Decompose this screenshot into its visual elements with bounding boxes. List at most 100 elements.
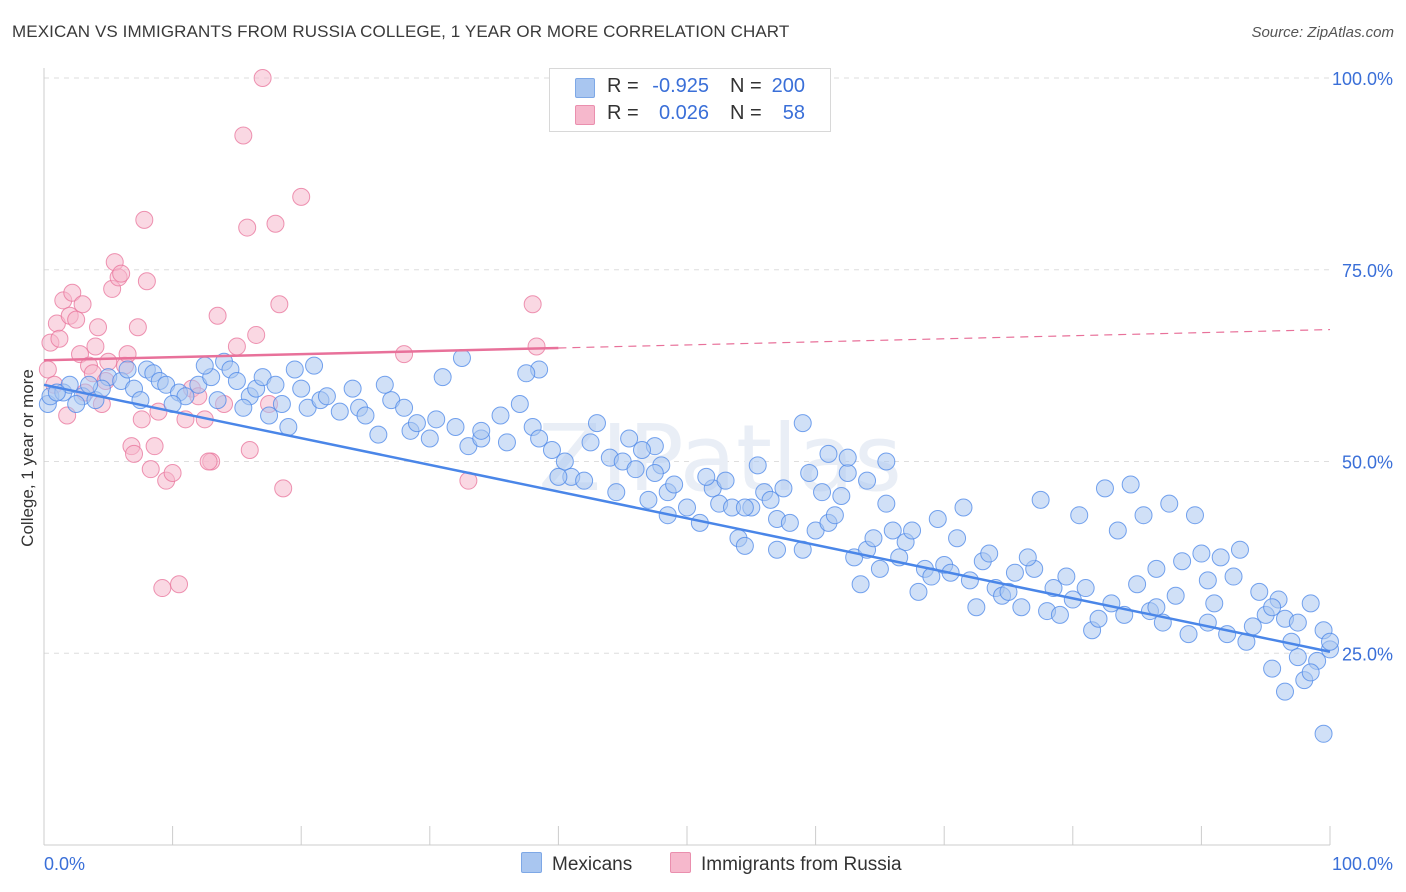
point-russia bbox=[128, 318, 147, 337]
point-mexicans bbox=[780, 513, 799, 532]
point-mexicans bbox=[768, 540, 787, 559]
point-russia bbox=[170, 575, 189, 594]
point-mexicans bbox=[1250, 582, 1269, 601]
point-mexicans bbox=[118, 360, 137, 379]
trend-line-mexicans bbox=[43, 383, 1331, 653]
point-mexicans bbox=[960, 571, 979, 590]
point-mexicans bbox=[735, 536, 754, 555]
point-mexicans bbox=[285, 360, 304, 379]
stats-n-label: N = bbox=[730, 75, 762, 97]
point-mexicans bbox=[491, 406, 510, 425]
point-russia bbox=[153, 579, 172, 598]
stats-n-value: 200 bbox=[771, 75, 805, 97]
point-mexicans bbox=[575, 471, 594, 490]
point-mexicans bbox=[80, 375, 99, 394]
point-mexicans bbox=[1005, 563, 1024, 582]
point-mexicans bbox=[1275, 682, 1294, 701]
point-russia bbox=[118, 345, 137, 364]
point-mexicans bbox=[369, 425, 388, 444]
x-tick-label: 100.0% bbox=[1332, 854, 1393, 874]
point-russia bbox=[208, 306, 227, 325]
point-mexicans bbox=[928, 510, 947, 529]
trend-line-russia bbox=[43, 346, 559, 362]
point-russia bbox=[125, 444, 144, 463]
point-mexicans bbox=[472, 421, 491, 440]
point-mexicans bbox=[208, 391, 227, 410]
point-mexicans bbox=[1070, 506, 1089, 525]
point-mexicans bbox=[1121, 475, 1140, 494]
point-mexicans bbox=[864, 529, 883, 548]
point-russia bbox=[38, 360, 57, 379]
legend-item-russia[interactable]: Immigrants from Russia bbox=[670, 852, 902, 876]
point-mexicans bbox=[639, 490, 658, 509]
point-mexicans bbox=[1224, 567, 1243, 586]
point-russia bbox=[63, 283, 82, 302]
point-mexicans bbox=[1057, 567, 1076, 586]
point-russia bbox=[199, 452, 218, 471]
point-mexicans bbox=[877, 494, 896, 513]
point-mexicans bbox=[1263, 598, 1282, 617]
point-mexicans bbox=[645, 464, 664, 483]
y-tick-label: 25.0% bbox=[1342, 644, 1393, 664]
point-mexicans bbox=[1205, 594, 1224, 613]
point-mexicans bbox=[446, 417, 465, 436]
point-mexicans bbox=[1012, 598, 1031, 617]
point-russia bbox=[112, 264, 131, 283]
point-mexicans bbox=[530, 429, 549, 448]
point-mexicans bbox=[838, 448, 857, 467]
point-mexicans bbox=[542, 440, 561, 459]
point-mexicans bbox=[1211, 548, 1230, 567]
point-russia bbox=[50, 329, 69, 348]
point-mexicans bbox=[1108, 521, 1127, 540]
point-mexicans bbox=[195, 356, 214, 375]
point-mexicans bbox=[452, 348, 471, 367]
point-russia bbox=[67, 310, 86, 329]
point-mexicans bbox=[948, 529, 967, 548]
point-mexicans bbox=[716, 471, 735, 490]
y-tick-label: 50.0% bbox=[1342, 453, 1393, 473]
point-russia bbox=[137, 272, 156, 291]
stats-row-mexicans: R = -0.925 N = 200 bbox=[550, 73, 830, 99]
point-mexicans bbox=[825, 506, 844, 525]
point-mexicans bbox=[395, 398, 414, 417]
point-russia bbox=[247, 325, 266, 344]
point-mexicans bbox=[1301, 594, 1320, 613]
point-mexicans bbox=[1301, 663, 1320, 682]
point-mexicans bbox=[234, 398, 253, 417]
point-mexicans bbox=[877, 452, 896, 471]
point-russia bbox=[274, 479, 293, 498]
point-russia bbox=[145, 437, 164, 456]
point-russia bbox=[266, 214, 285, 233]
point-mexicans bbox=[343, 379, 362, 398]
point-russia bbox=[163, 464, 182, 483]
point-russia bbox=[227, 337, 246, 356]
point-mexicans bbox=[761, 490, 780, 509]
point-mexicans bbox=[838, 464, 857, 483]
point-mexicans bbox=[375, 375, 394, 394]
point-mexicans bbox=[266, 375, 285, 394]
point-mexicans bbox=[1288, 648, 1307, 667]
point-mexicans bbox=[581, 433, 600, 452]
y-tick-label: 75.0% bbox=[1342, 261, 1393, 281]
point-mexicans bbox=[305, 356, 324, 375]
point-mexicans bbox=[1230, 540, 1249, 559]
point-mexicans bbox=[819, 444, 838, 463]
point-mexicans bbox=[1263, 659, 1282, 678]
point-mexicans bbox=[587, 414, 606, 433]
point-mexicans bbox=[697, 467, 716, 486]
point-russia bbox=[86, 337, 105, 356]
point-russia bbox=[253, 69, 272, 87]
legend-item-mexicans[interactable]: Mexicans bbox=[521, 852, 632, 876]
point-mexicans bbox=[870, 559, 889, 578]
point-mexicans bbox=[433, 368, 452, 387]
point-mexicans bbox=[260, 406, 279, 425]
point-mexicans bbox=[774, 479, 793, 498]
point-mexicans bbox=[1192, 544, 1211, 563]
source-label: Source: ZipAtlas.com bbox=[1251, 24, 1394, 41]
point-mexicans bbox=[407, 414, 426, 433]
point-mexicans bbox=[748, 456, 767, 475]
point-russia bbox=[240, 440, 259, 459]
point-mexicans bbox=[317, 387, 336, 406]
point-russia bbox=[527, 337, 546, 356]
point-mexicans bbox=[1160, 494, 1179, 513]
